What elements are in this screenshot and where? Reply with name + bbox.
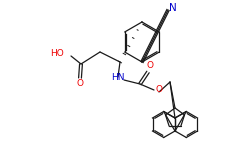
Text: O: O [146,61,153,70]
Text: O: O [76,80,83,88]
Text: HN: HN [111,74,125,82]
Text: O: O [156,84,162,93]
Text: HO: HO [50,50,64,58]
Text: N: N [169,3,177,13]
